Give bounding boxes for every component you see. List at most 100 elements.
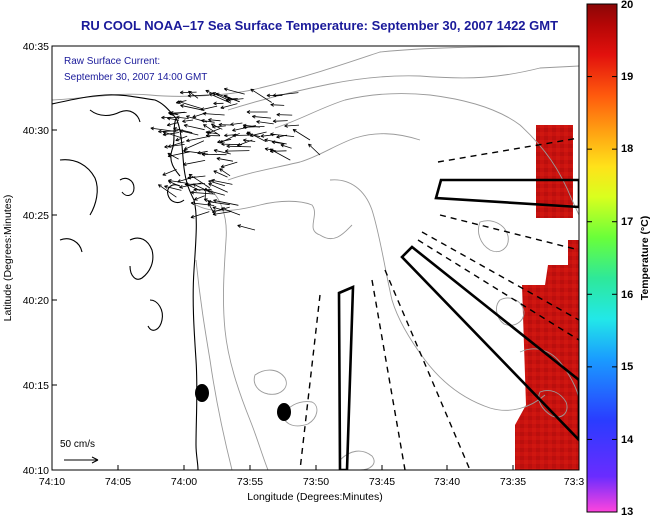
survey-tracklines [299,137,579,470]
current-note-line2: September 30, 2007 14:00 GMT [64,72,207,83]
current-vector [203,187,208,201]
y-tick-labels: 40:35 40:30 40:25 40:20 40:15 40:10 [23,41,49,477]
colorbar-tick-label: 20 [621,0,633,11]
current-vector [161,115,177,120]
y-axis-label: Latitude (Degrees:Minutes) [2,195,14,322]
y-tick-label: 40:30 [23,125,49,137]
current-vector [230,122,243,127]
current-vector [225,98,244,102]
current-vector [187,93,210,98]
current-vector [217,138,232,144]
current-vector [246,131,267,142]
current-vector [158,129,179,134]
x-tick-label: 73:40 [434,476,460,488]
current-vector [216,157,234,162]
current-vector [207,200,230,206]
current-vector [251,114,272,119]
current-vector [213,170,228,178]
coastline [52,94,199,470]
current-vector [182,160,206,166]
current-vector [169,111,185,116]
current-vector [272,119,288,123]
current-vector [272,92,299,98]
current-vector [276,112,293,117]
current-vector [175,135,188,142]
current-note-line1: Raw Surface Current: [64,56,160,67]
x-tick-label: 74:00 [171,476,197,488]
current-vector [212,211,232,216]
colorbar-tick-labels: 20 19 18 17 16 15 14 13 [621,0,634,518]
current-vector [221,207,241,216]
current-vector [242,125,265,129]
current-vector [192,112,207,119]
current-vector [150,126,177,132]
current-vector [208,183,228,193]
current-vector [207,202,216,216]
current-vector [177,100,203,110]
y-tick-label: 40:35 [23,41,49,53]
current-vector [246,110,268,114]
current-vector [211,124,226,129]
current-vector [308,143,321,156]
current-vector [256,120,274,125]
current-vector [292,129,311,141]
current-vector [197,150,208,155]
temperature-colorbar: 20 19 18 17 16 15 14 13 Temperature (°C) [586,0,651,518]
current-vector [183,140,205,150]
sst-patches [515,125,579,470]
vector-scale: 50 cm/s [60,439,99,464]
current-vector [173,127,193,134]
current-vector [157,184,177,198]
current-vector [215,92,240,103]
current-vector [205,89,216,96]
colorbar-tick-label: 15 [621,361,633,373]
current-vector [211,178,233,185]
current-vector [203,124,221,136]
current-vector [224,149,250,153]
current-vector [193,195,205,201]
current-vector [264,138,287,145]
x-tick-label: 73:3 [564,476,585,488]
colorbar-tick-label: 17 [621,216,633,228]
y-tick-label: 40:10 [23,465,49,477]
x-tick-label: 73:50 [303,476,329,488]
current-vector [168,178,189,184]
current-vector [166,122,178,127]
map-plot-area: 50 cm/s Raw Surface Current: September 3… [52,46,579,470]
current-vector [242,138,256,143]
current-vector [220,103,238,110]
x-tick-label: 74:05 [105,476,131,488]
current-vector [162,169,177,176]
colorbar-tick-label: 14 [621,434,634,446]
current-vector [206,189,225,196]
colorbar-gradient [586,3,618,513]
current-vector [180,104,204,111]
current-vector [264,147,277,152]
x-axis-label: Longitude (Degrees:Minutes) [247,491,382,503]
colorbar-tick-label: 16 [621,289,633,301]
current-vector [182,119,194,123]
sampling-boxes [337,178,579,470]
x-tick-label: 73:55 [237,476,263,488]
y-tick-label: 40:25 [23,210,49,222]
current-vector [260,134,276,138]
plot-frame [51,45,580,471]
map-title: RU COOL NOAA–17 Sea Surface Temperature:… [80,18,559,33]
current-vector [271,140,285,145]
current-vector [284,123,300,128]
current-vector [192,183,214,194]
current-vector [176,115,189,120]
bathymetry-contours [52,46,579,470]
x-tick-labels: 74:10 74:05 74:00 73:55 73:50 73:45 73:4… [39,476,585,488]
current-vector [280,143,292,149]
current-vector [201,152,227,157]
current-vector [208,118,221,122]
current-vector [237,224,256,231]
vector-scale-label: 50 cm/s [60,439,95,450]
current-vector [213,101,224,106]
current-vector [208,180,226,187]
current-vector [164,144,185,149]
current-vector [200,105,218,111]
y-tick-label: 40:20 [23,295,49,307]
